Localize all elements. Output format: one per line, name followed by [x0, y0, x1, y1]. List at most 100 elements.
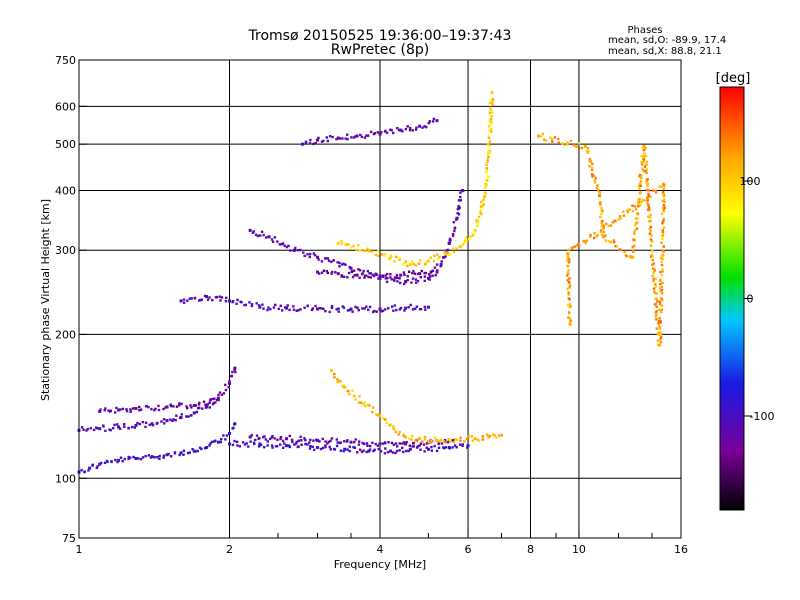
- data-point-interp: [386, 307, 390, 310]
- data-point-interp: [320, 140, 324, 143]
- data-point-interp: [251, 231, 255, 234]
- data-point-interp: [271, 240, 275, 243]
- data-point-interp: [590, 166, 594, 170]
- data-point-interp: [300, 443, 303, 447]
- data-point-interp: [636, 213, 639, 216]
- data-point-interp: [119, 408, 122, 411]
- data-point-interp: [601, 233, 604, 236]
- data-point-interp: [662, 245, 666, 248]
- data-point-interp: [279, 437, 282, 441]
- data-point: [293, 248, 297, 252]
- data-point-interp: [408, 444, 411, 447]
- data-point-interp: [109, 409, 113, 412]
- data-point-interp: [488, 111, 492, 114]
- x-axis-label: Frequency [MHz]: [334, 558, 426, 571]
- data-point-interp: [373, 309, 376, 313]
- data-point-interp: [306, 253, 309, 256]
- data-point-interp: [395, 274, 399, 277]
- data-point-interp: [297, 445, 300, 448]
- data-point-interp: [366, 444, 369, 447]
- data-point-interp: [363, 276, 366, 279]
- data-point-interp: [632, 244, 636, 248]
- data-point-interp: [322, 139, 325, 143]
- data-point-interp: [449, 239, 452, 242]
- data-point-interp: [344, 137, 347, 140]
- data-point-interp: [292, 308, 296, 311]
- data-point-interp: [567, 303, 570, 307]
- data-point-interp: [444, 439, 447, 442]
- data-point-interp: [416, 272, 420, 276]
- data-point-interp: [398, 430, 402, 434]
- data-point-interp: [376, 444, 380, 447]
- data-point: [228, 299, 231, 303]
- data-point-interp: [605, 222, 608, 226]
- data-point-interp: [312, 142, 315, 146]
- data-point-interp: [480, 200, 483, 204]
- data-point-interp: [145, 405, 148, 408]
- data-point-interp: [660, 291, 664, 295]
- data-point-interp: [577, 242, 580, 245]
- data-point-interp: [423, 125, 426, 128]
- data-point-interp: [368, 404, 371, 407]
- data-point-interp: [189, 414, 193, 417]
- data-point-interp: [290, 438, 294, 442]
- data-point-interp: [113, 411, 117, 414]
- y-tick-label: 500: [55, 138, 76, 151]
- data-point-interp: [348, 449, 351, 453]
- data-point-interp: [398, 256, 401, 260]
- data-point-interp: [661, 193, 665, 196]
- data-point-interp: [162, 456, 165, 459]
- data-point: [418, 272, 422, 276]
- data-point-interp: [310, 308, 314, 312]
- data-point-interp: [287, 244, 290, 248]
- data-point-interp: [394, 255, 398, 259]
- data-point-interp: [488, 150, 492, 153]
- data-point-interp: [410, 260, 414, 263]
- data-point-interp: [639, 184, 642, 188]
- data-point-interp: [660, 288, 664, 292]
- data-point-interp: [361, 307, 364, 310]
- data-point-interp: [443, 250, 446, 253]
- data-point-interp: [357, 440, 361, 443]
- data-point-interp: [287, 444, 291, 447]
- data-point-interp: [358, 448, 362, 451]
- data-point-interp: [414, 264, 418, 267]
- data-point-interp: [87, 469, 90, 472]
- data-point-interp: [156, 455, 159, 459]
- data-point-interp: [131, 425, 134, 429]
- data-point-interp: [212, 401, 215, 405]
- data-point-interp: [265, 236, 268, 239]
- data-point-interp: [289, 249, 292, 252]
- data-point-interp: [147, 405, 150, 409]
- data-point-interp: [394, 442, 398, 445]
- data-point-interp: [326, 271, 329, 275]
- x-tick-label: 16: [674, 543, 688, 556]
- data-point-interp: [257, 304, 261, 307]
- data-point-interp: [371, 406, 375, 409]
- data-point-interp: [414, 128, 418, 131]
- data-point-interp: [658, 343, 661, 347]
- data-point-interp: [123, 422, 126, 426]
- data-point-interp: [435, 263, 439, 266]
- data-point-interp: [271, 446, 274, 449]
- data-point-interp: [380, 253, 384, 256]
- data-point-interp: [595, 186, 599, 190]
- data-point-interp: [662, 254, 665, 257]
- data-point-interp: [257, 445, 261, 448]
- data-point: [343, 385, 347, 389]
- data-point-interp: [147, 454, 151, 457]
- data-point-interp: [372, 449, 375, 453]
- data-point-interp: [104, 407, 107, 410]
- data-point-interp: [384, 308, 387, 311]
- data-point-interp: [437, 446, 441, 450]
- data-point-interp: [99, 461, 103, 465]
- data-point-interp: [296, 249, 300, 252]
- data-point: [88, 466, 92, 470]
- data-point-interp: [338, 261, 341, 265]
- data-point-interp: [457, 207, 460, 210]
- data-point-interp: [346, 133, 349, 136]
- data-point-interp: [235, 440, 239, 444]
- data-point-interp: [649, 229, 652, 232]
- data-point-interp: [403, 261, 407, 264]
- data-point-interp: [312, 448, 316, 452]
